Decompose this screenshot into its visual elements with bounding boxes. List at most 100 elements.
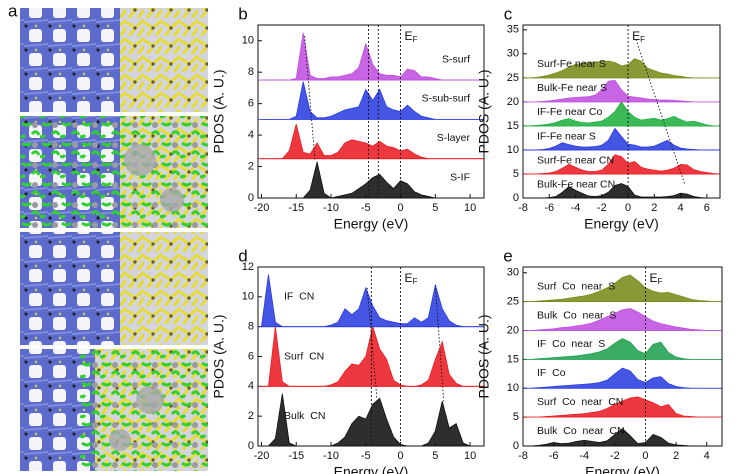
y-tick-label: 5 <box>513 411 519 423</box>
pdos-area <box>523 101 720 127</box>
y-tick-label: 10 <box>242 35 254 47</box>
x-tick-label: -8 <box>518 202 528 214</box>
series-label: S-surf <box>442 53 470 65</box>
panel-label: b <box>238 4 247 23</box>
x-tick-label: 10 <box>464 450 476 462</box>
plot-frame <box>522 24 721 199</box>
y-tick-label: 30 <box>507 267 519 279</box>
x-tick-label: -2 <box>597 202 607 214</box>
x-tick-label: -6 <box>549 450 559 462</box>
x-tick-label: -15 <box>288 202 304 214</box>
x-tick-label: 2 <box>651 202 657 214</box>
series-label: Surf-Fe near CN <box>537 154 614 166</box>
y-tick-label: 30 <box>507 48 519 60</box>
series-label: S-IF <box>450 171 470 183</box>
x-tick-label: 5 <box>432 450 438 462</box>
y-tick-label: 6 <box>248 350 254 362</box>
series-label: IF Co near S <box>537 338 605 350</box>
image-lattice <box>20 8 120 112</box>
y-tick-label: 6 <box>248 98 254 110</box>
y-tick-label: 0 <box>248 192 254 204</box>
x-tick-label: 5 <box>432 202 438 214</box>
image-blob <box>109 429 131 451</box>
series-label: Surf-Fe near S <box>537 58 606 70</box>
pdos-area <box>523 274 722 303</box>
x-axis-label: Energy (eV) <box>585 464 660 474</box>
fermi-label: EF <box>649 271 662 286</box>
series-label: IF CN <box>284 291 314 303</box>
series-label: S-layer <box>437 132 471 144</box>
fermi-label: EF <box>405 271 418 286</box>
x-tick-label: -5 <box>361 202 371 214</box>
x-tick-label: -20 <box>254 450 270 462</box>
x-tick-label: 0 <box>625 202 631 214</box>
y-tick-label: 5 <box>513 168 519 180</box>
y-tick-label: 2 <box>248 410 254 422</box>
y-tick-label: 8 <box>248 66 254 78</box>
x-tick-label: -2 <box>610 450 620 462</box>
series-label: Bulk-Fe near CN <box>537 178 615 190</box>
x-tick-label: -10 <box>323 450 339 462</box>
y-axis-label: PDOS (A. U.) <box>476 314 492 398</box>
x-tick-label: -20 <box>254 202 270 214</box>
y-tick-label: 0 <box>248 440 254 452</box>
fermi-label-main: E <box>632 29 640 43</box>
image-blob <box>124 144 156 176</box>
image-blob <box>136 386 164 414</box>
y-tick-label: 10 <box>507 382 519 394</box>
series-label: Surf Co near S <box>537 280 615 292</box>
pdos-area <box>523 127 720 151</box>
fermi-label-sub: F <box>657 277 662 286</box>
plot-frame <box>257 266 485 447</box>
x-tick-label: 4 <box>678 202 684 214</box>
x-tick-label: 0 <box>642 450 648 462</box>
pdos-area <box>523 183 720 199</box>
y-axis-label: PDOS (A. U.) <box>211 314 227 398</box>
series-label: S-sub-surf <box>422 93 471 105</box>
x-tick-label: 6 <box>704 202 710 214</box>
y-tick-label: 25 <box>507 296 519 308</box>
y-tick-label: 0 <box>513 440 519 452</box>
y-tick-label: 20 <box>507 324 519 336</box>
x-tick-label: 4 <box>704 450 710 462</box>
fermi-label: EF <box>405 29 418 44</box>
series-label: Surf CN <box>284 350 324 362</box>
series-label: IF-Fe near Co <box>537 106 603 118</box>
x-tick-label: 2 <box>673 450 679 462</box>
fermi-label-sub: F <box>413 277 418 286</box>
x-tick-label: -4 <box>571 202 581 214</box>
pdos-area <box>523 308 722 331</box>
panel-label: c <box>504 4 513 23</box>
series-label: Bulk-Fe near S <box>537 82 607 94</box>
y-tick-label: 20 <box>507 96 519 108</box>
image-blob <box>160 188 184 212</box>
series-label: Bulk CN <box>284 410 325 422</box>
fermi-label-main: E <box>405 271 413 285</box>
y-tick-label: 25 <box>507 72 519 84</box>
image-lattice <box>20 232 120 345</box>
series-label: IF Co <box>537 367 566 379</box>
pdos-area <box>523 154 721 175</box>
image-sulfur <box>120 8 208 112</box>
y-tick-label: 8 <box>248 321 254 333</box>
y-tick-label: 10 <box>242 291 254 303</box>
panel-label: a <box>8 1 18 20</box>
fermi-label-main: E <box>649 271 657 285</box>
x-axis-label: Energy (eV) <box>334 464 409 474</box>
fermi-label-sub: F <box>640 35 645 44</box>
x-tick-label: -5 <box>361 450 371 462</box>
y-tick-label: 0 <box>513 192 519 204</box>
fermi-label-sub: F <box>413 35 418 44</box>
structure-images <box>20 8 208 471</box>
y-tick-label: 4 <box>248 129 254 141</box>
panel-label: d <box>238 246 247 265</box>
y-axis-label: PDOS (A. U.) <box>211 69 227 153</box>
y-axis-label: PDOS (A. U.) <box>476 69 492 153</box>
x-tick-label: 10 <box>464 202 476 214</box>
y-tick-label: 12 <box>242 261 254 273</box>
x-axis-label: Energy (eV) <box>334 216 409 232</box>
x-tick-label: -15 <box>288 450 304 462</box>
fermi-label: EF <box>632 29 645 44</box>
y-tick-label: 15 <box>507 120 519 132</box>
